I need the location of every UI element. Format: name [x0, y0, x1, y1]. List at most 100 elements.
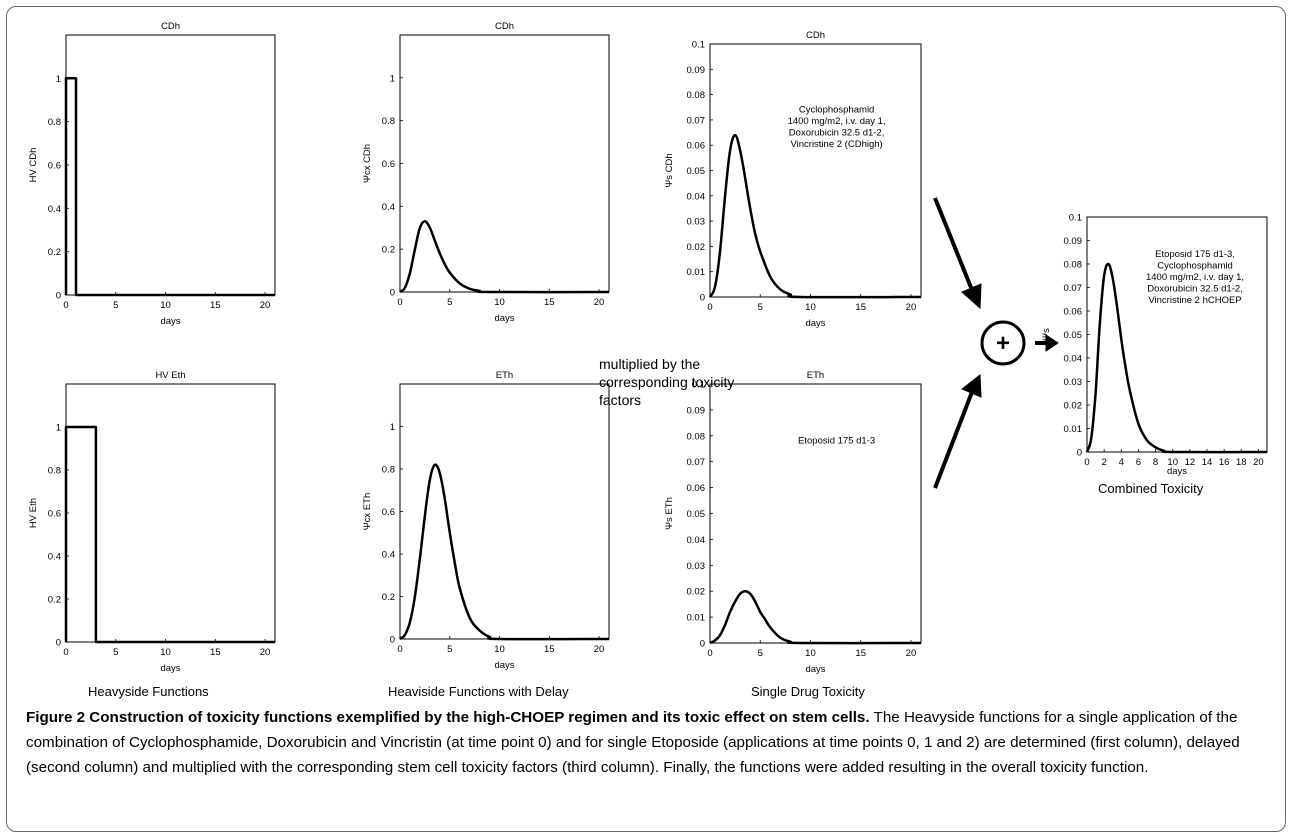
y-tick-label: 0 — [390, 288, 395, 299]
chart-title: ETh — [807, 370, 824, 381]
series-line — [1085, 262, 1268, 454]
y-tick-label: 0.07 — [1064, 283, 1083, 294]
y-tick-label: 0 — [1077, 448, 1082, 459]
y-tick-label: 0.1 — [692, 40, 705, 51]
chart-title: CDh — [161, 21, 180, 32]
y-tick-label: 0.05 — [687, 166, 706, 177]
chart-hv-cdh: CDh 0 5 10 15 20 0 0.2 0.4 0.6 0.8 1 days HV CDh — [28, 21, 276, 327]
series-line — [64, 425, 275, 644]
y-tick-label: 0.06 — [687, 483, 706, 494]
y-tick-label: 0.08 — [687, 431, 706, 442]
y-tick-label: 0.09 — [687, 65, 706, 76]
x-tick-label: 5 — [447, 644, 452, 655]
x-tick-label: 0 — [63, 300, 68, 311]
x-axis-label: days — [1167, 466, 1187, 477]
y-tick-label: 0.6 — [48, 509, 61, 520]
x-axis-label: days — [160, 663, 180, 674]
x-tick-label: 5 — [758, 648, 763, 659]
x-tick-label: 20 — [906, 302, 917, 313]
y-tick-label: 0.01 — [1064, 424, 1083, 435]
caption-body: The Heavyside functions for a single app… — [26, 709, 1240, 776]
plus-operator: + — [980, 320, 1026, 366]
y-tick-label: 0.03 — [1064, 377, 1083, 388]
x-tick-label: 20 — [1253, 457, 1264, 468]
x-tick-label: 15 — [855, 648, 866, 659]
y-tick-label: 0.07 — [687, 115, 706, 126]
y-tick-label: 1 — [390, 422, 395, 433]
x-tick-label: 6 — [1136, 457, 1141, 468]
x-axis-label: days — [805, 318, 825, 329]
figure-caption: Figure 2 Construction of toxicity functi… — [26, 705, 1266, 780]
y-tick-label: 0.06 — [687, 141, 706, 152]
plot-area — [65, 383, 276, 643]
y-tick-label: 0.09 — [1064, 236, 1083, 247]
plot-area — [709, 43, 922, 298]
x-tick-label: 20 — [594, 297, 605, 308]
caption-title: Figure 2 Construction of toxicity functi… — [26, 709, 870, 726]
series-line — [399, 463, 610, 641]
y-tick-label: 0.05 — [1064, 330, 1083, 341]
y-tick-label: 0.02 — [687, 587, 706, 598]
y-tick-label: 0.02 — [687, 242, 706, 253]
y-tick-label: 0.02 — [1064, 401, 1083, 412]
x-tick-label: 20 — [260, 647, 271, 658]
y-tick-label: 1 — [390, 73, 395, 84]
y-tick-label: 0.09 — [687, 405, 706, 416]
x-tick-label: 20 — [906, 648, 917, 659]
x-tick-label: 8 — [1153, 457, 1158, 468]
y-tick-label: 0.4 — [382, 202, 395, 213]
chart-hv-eth: HV Eth 0 5 10 15 20 0 0.2 0.4 0.6 0.8 1 days HV Eth — [28, 370, 276, 674]
x-tick-label: 10 — [494, 644, 505, 655]
y-tick-label: 0.04 — [687, 535, 706, 546]
x-tick-label: 10 — [805, 648, 816, 659]
series-line — [399, 220, 610, 294]
y-tick-label: 0.6 — [382, 159, 395, 170]
y-tick-label: 0.05 — [687, 509, 706, 520]
x-tick-label: 0 — [397, 297, 402, 308]
series-line — [708, 133, 922, 299]
chart-title: CDh — [806, 30, 825, 41]
y-axis-label: Ψcx CDh — [362, 144, 373, 183]
x-axis-label: days — [160, 316, 180, 327]
x-tick-label: 5 — [113, 647, 118, 658]
y-tick-label: 0.1 — [1069, 213, 1082, 224]
y-tick-label: 0 — [56, 638, 61, 649]
x-tick-label: 12 — [1185, 457, 1196, 468]
y-tick-label: 0.2 — [48, 595, 61, 606]
chart-annotation: Etoposid 175 d1-3, Cyclophosphamid 1400 mg… — [1146, 249, 1244, 306]
chart-title: CDh — [495, 21, 514, 32]
column-title-heavyside: Heavyside Functions — [88, 684, 209, 699]
x-tick-label: 5 — [113, 300, 118, 311]
y-tick-label: 0.8 — [48, 117, 61, 128]
chart-delay-cdh: CDh 0 5 10 15 20 0 0.2 0.4 0.6 0.8 1 days Ψcx CDh — [362, 21, 610, 324]
x-axis-label: days — [805, 664, 825, 675]
x-tick-label: 10 — [1167, 457, 1178, 468]
x-tick-label: 0 — [707, 302, 712, 313]
chart-annotation: Cyclophosphamid 1400 mg/m2, i.v. day 1, Do… — [788, 104, 886, 150]
plot-area — [709, 383, 922, 644]
x-tick-label: 10 — [494, 297, 505, 308]
x-tick-label: 18 — [1236, 457, 1247, 468]
x-tick-label: 10 — [160, 647, 171, 658]
x-tick-label: 10 — [805, 302, 816, 313]
column-title-delay: Heaviside Functions with Delay — [388, 684, 569, 699]
x-tick-label: 0 — [63, 647, 68, 658]
x-tick-label: 20 — [260, 300, 271, 311]
y-axis-label: Ψs CDh — [664, 153, 675, 187]
y-tick-label: 0.04 — [687, 191, 706, 202]
y-axis-label: Ψcx ETh — [362, 493, 373, 531]
y-tick-label: 0.8 — [48, 466, 61, 477]
plus-symbol: + — [996, 330, 1010, 357]
y-tick-label: 0.2 — [48, 247, 61, 258]
x-tick-label: 15 — [855, 302, 866, 313]
chart-title: HV Eth — [155, 370, 185, 381]
y-tick-label: 0.4 — [48, 552, 61, 563]
y-tick-label: 0.6 — [48, 161, 61, 172]
y-tick-label: 0.01 — [687, 267, 706, 278]
plot-area — [399, 34, 610, 293]
x-tick-label: 0 — [397, 644, 402, 655]
y-tick-label: 1 — [56, 74, 61, 85]
x-tick-label: 5 — [447, 297, 452, 308]
